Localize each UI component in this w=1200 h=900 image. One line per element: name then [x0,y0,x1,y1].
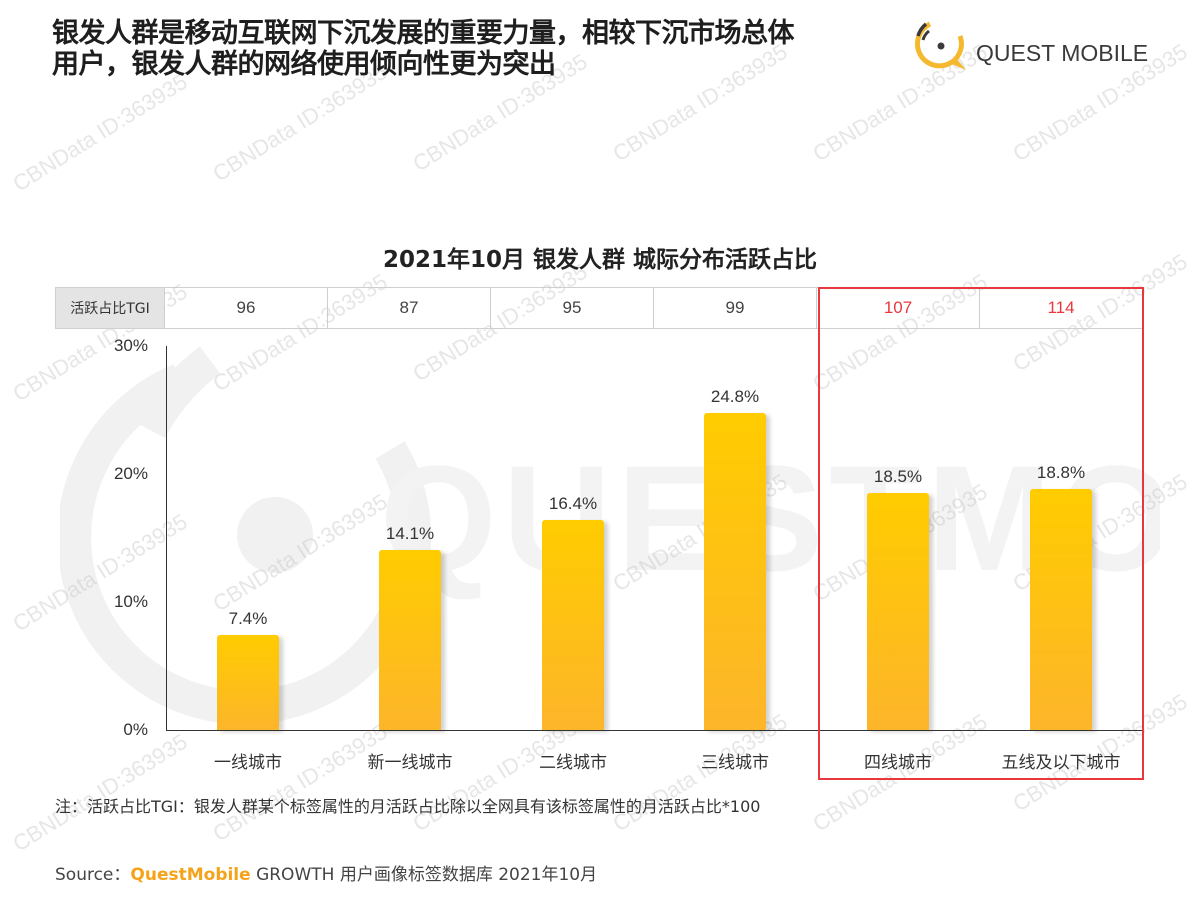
source-prefix: Source： [55,865,131,885]
tgi-cell-tier4: 107 [817,288,980,328]
bar [542,520,604,730]
y-axis-line [166,346,167,730]
bar [379,549,441,730]
category-label: 四线城市 [864,753,932,773]
category-label: 二线城市 [539,753,607,773]
logo-wordmark: QUEST MOBILE [976,40,1149,66]
y-tick-20: 20% [113,464,148,483]
bar-value-label: 16.4% [548,494,598,514]
tgi-cell-new-tier1: 87 [328,288,491,328]
bar-value-label: 18.8% [1036,463,1086,483]
bar-value-label: 14.1% [385,523,435,543]
tgi-table: 活跃占比TGI 96 87 95 99 107 114 [55,287,1143,329]
bar-value-label: 24.8% [710,386,760,406]
category-label: 五线及以下城市 [1001,753,1121,773]
source-rest: GROWTH 用户画像标签数据库 2021年10月 [250,865,598,885]
headline-line-2: 用户，银发人群的网络使用倾向性更为突出 [52,49,556,80]
tgi-cell-tier5: 114 [980,288,1143,328]
y-tick-10: 10% [113,592,148,611]
category-label: 新一线城市 [367,753,453,773]
source-line: Source：QuestMobile GROWTH 用户画像标签数据库 2021… [55,860,597,885]
watermark-text: CBNData ID:363935 [208,718,392,847]
source-brand: QuestMobile [130,865,251,885]
bar [1030,489,1092,730]
bar-value-label: 7.4% [228,609,268,629]
tgi-cell-tier2: 95 [491,288,654,328]
x-axis-line [166,730,1142,731]
bar [704,412,766,730]
tgi-header: 活跃占比TGI [55,288,165,328]
chart-title: 2021年10月 银发人群 城际分布活跃占比 [382,247,818,273]
bar [217,635,279,730]
watermark-text: CBNData ID:363935 [8,508,192,637]
y-tick-0: 0% [123,720,148,739]
bar [867,493,929,730]
category-label: 三线城市 [701,753,769,773]
footnote: 注：活跃占比TGI：银发人群某个标签属性的月活跃占比除以全网具有该标签属性的月活… [55,797,761,816]
headline-line-1: 银发人群是移动互联网下沉发展的重要力量，相较下沉市场总体 [52,18,795,49]
watermark-text: CBNData ID:363935 [8,68,192,197]
tgi-cell-tier3: 99 [654,288,817,328]
tgi-cell-tier1: 96 [165,288,328,328]
watermark-text: CBNData ID:363935 [208,488,392,617]
category-label: 一线城市 [214,753,282,773]
quest-mobile-logo-icon [915,21,966,70]
quest-mobile-logo: QUEST MOBILE [908,14,1158,74]
y-tick-30: 30% [113,336,148,355]
headline: 银发人群是移动互联网下沉发展的重要力量，相较下沉市场总体 用户，银发人群的网络使… [52,18,912,80]
bar-value-label: 18.5% [873,467,923,487]
